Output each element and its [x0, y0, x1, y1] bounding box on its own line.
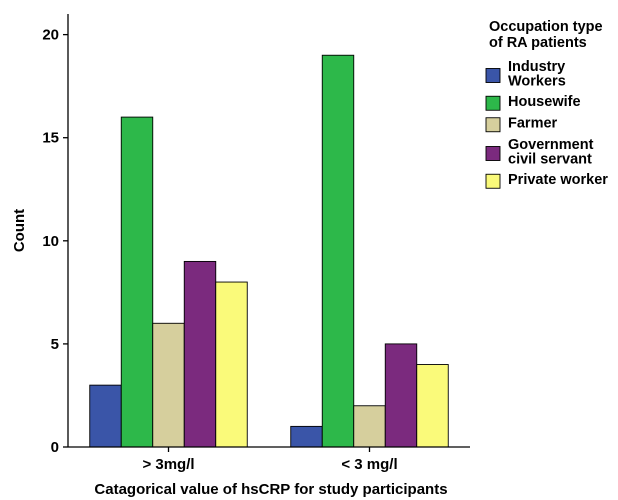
legend-swatch — [485, 68, 501, 83]
bar-1-4 — [183, 260, 217, 448]
plot-area — [89, 54, 449, 448]
bar-2-4 — [384, 343, 418, 448]
bar-1-3 — [152, 322, 185, 448]
legend-label: Government — [508, 137, 594, 153]
legend-label: Housewife — [508, 94, 581, 110]
x-tick-label: < 3 mg/l — [341, 456, 397, 473]
legend-label: Farmer — [508, 116, 558, 132]
bar-2-5 — [416, 364, 449, 448]
y-axis-title: Count — [11, 209, 28, 252]
legend-swatch — [485, 117, 501, 133]
bar-2-1 — [290, 425, 323, 448]
x-axis-title: Catagorical value of hsCRP for study par… — [94, 481, 447, 498]
y-axis-ticks: 0 5 10 15 20 — [42, 27, 68, 456]
legend-swatch — [485, 173, 501, 189]
y-tick-label: 5 — [51, 336, 59, 353]
legend-title-line: Occupation type — [489, 19, 603, 35]
x-axis-ticks: > 3mg/l < 3 mg/l — [142, 447, 398, 473]
bar-2-3 — [353, 405, 386, 448]
bar-1-1 — [89, 384, 122, 448]
y-tick-label: 0 — [51, 439, 59, 456]
legend-title-line: of RA patients — [489, 35, 587, 51]
legend-label: civil servant — [508, 152, 592, 168]
bar-1-5 — [215, 281, 248, 448]
y-tick-label: 20 — [42, 27, 59, 44]
legend-swatch — [485, 95, 501, 111]
legend-swatch — [485, 146, 501, 161]
y-tick-label: 15 — [42, 130, 59, 147]
x-tick-label: > 3mg/l — [142, 456, 194, 473]
legend-label: Workers — [508, 74, 566, 90]
legend-label: Private worker — [508, 172, 608, 188]
bar-1-2 — [120, 116, 154, 448]
legend-label: Industry — [508, 59, 565, 75]
bar-2-2 — [321, 54, 355, 448]
y-tick-label: 10 — [42, 233, 59, 250]
